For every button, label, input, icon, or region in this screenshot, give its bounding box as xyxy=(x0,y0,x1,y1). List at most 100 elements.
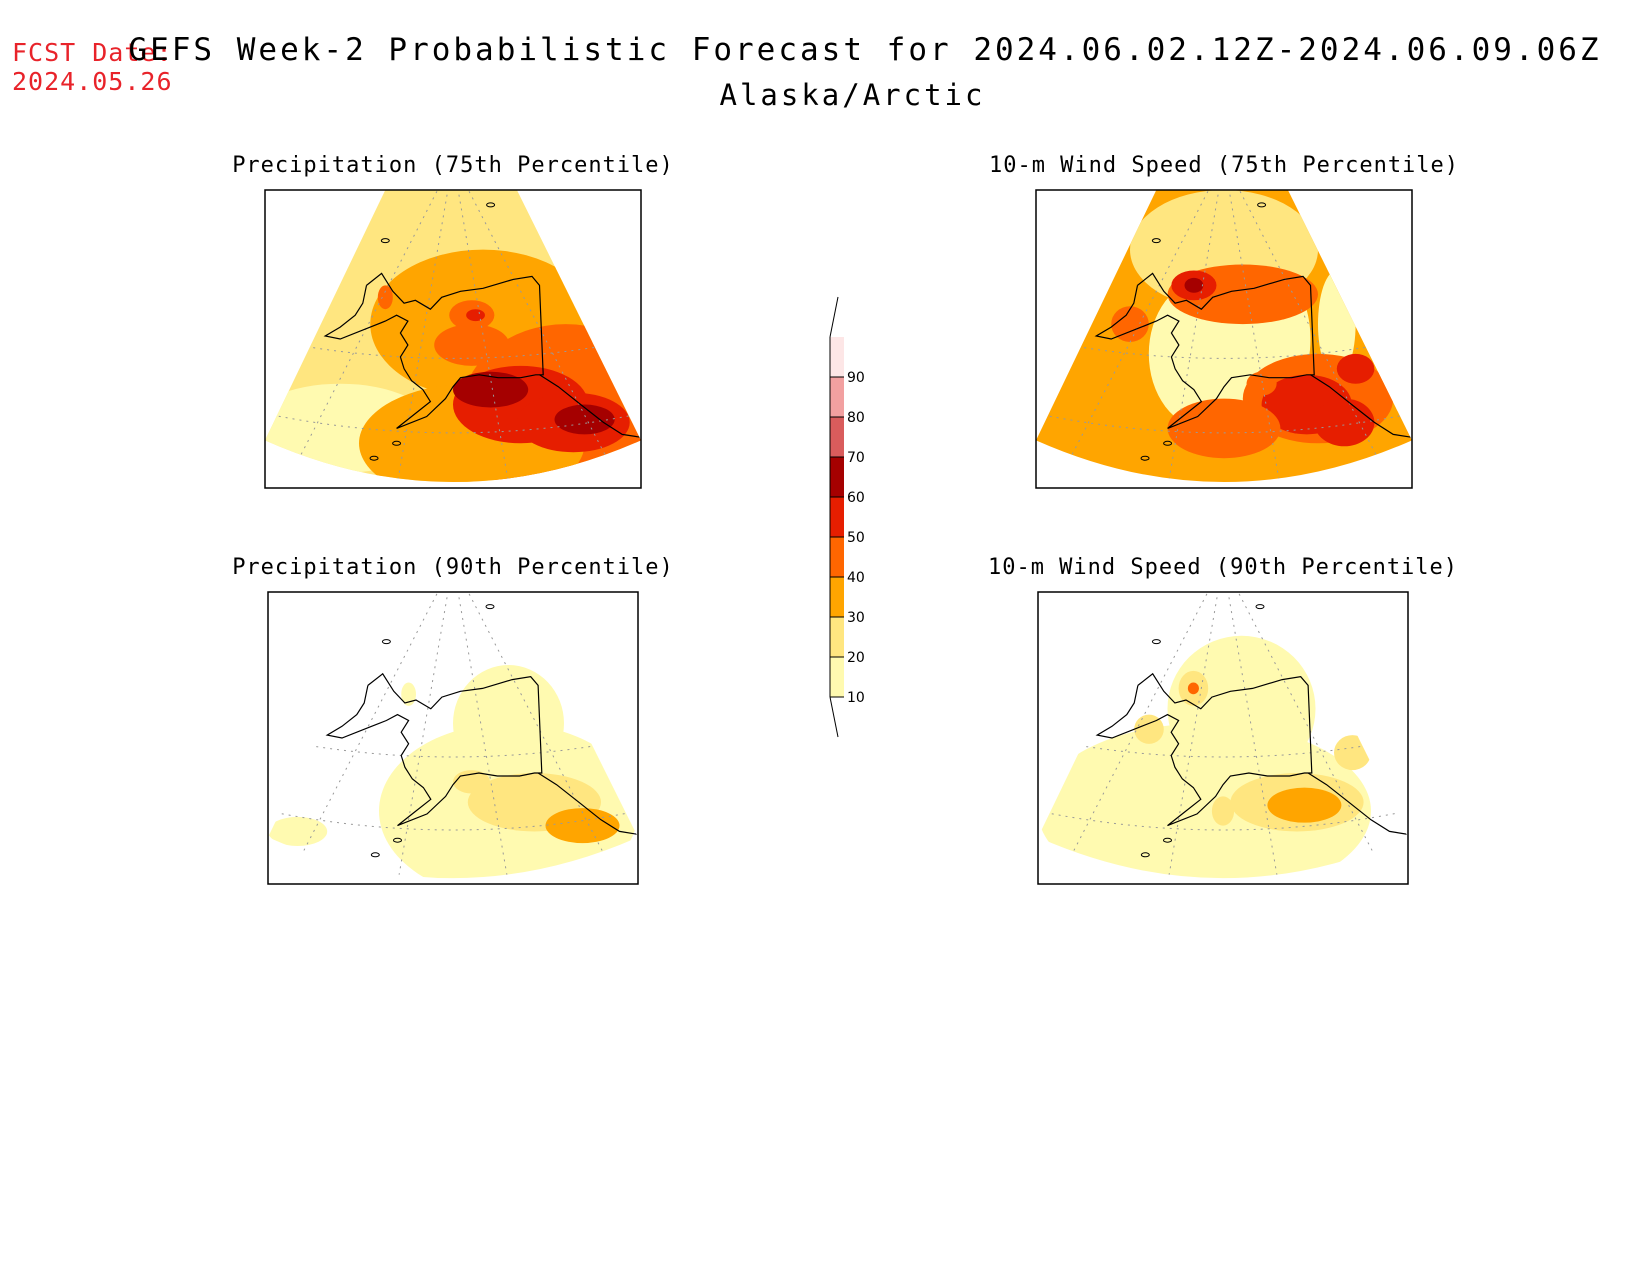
graticule-line xyxy=(268,810,638,831)
probability-field xyxy=(1038,592,1408,903)
probability-contour xyxy=(1111,306,1149,342)
probability-contour xyxy=(1314,398,1375,447)
colorbar-segment xyxy=(830,417,844,457)
island-outline xyxy=(393,837,402,843)
probability-contour xyxy=(1184,277,1204,293)
panel-title: 10-m Wind Speed (75th Percentile) xyxy=(989,153,1459,178)
colorbar-segment xyxy=(830,617,844,657)
colorbar-tick-label: 90 xyxy=(847,370,865,386)
coastline xyxy=(537,772,638,835)
coastline xyxy=(1310,374,1412,438)
island-outline xyxy=(1163,837,1172,843)
graticule-line xyxy=(452,592,620,879)
panel-frame xyxy=(1037,591,1409,885)
forecast-date-caption: FCST Date: xyxy=(12,38,173,67)
colorbar-segment xyxy=(830,577,844,617)
colorbar-tick-label: 70 xyxy=(847,450,865,466)
graticule-line xyxy=(1222,592,1279,879)
probability-field xyxy=(268,592,638,903)
probability-contour xyxy=(377,285,393,310)
island-outline xyxy=(369,455,379,461)
graticule-line xyxy=(1036,488,1412,507)
graticule-line xyxy=(1038,737,1408,758)
island-outline xyxy=(392,440,402,446)
probability-contour xyxy=(1167,398,1281,459)
coastline xyxy=(1094,272,1315,429)
probability-contour xyxy=(1334,735,1371,771)
island-outline xyxy=(486,202,496,208)
island-outline xyxy=(380,238,390,244)
panel-title: Precipitation (75th Percentile) xyxy=(232,153,674,178)
colorbar-tick-label: 80 xyxy=(847,410,865,426)
graticule-line xyxy=(286,592,454,879)
colorbar-segment xyxy=(830,657,844,697)
panel-frame xyxy=(267,591,639,885)
graticule-line xyxy=(1222,592,1390,879)
graticule-line xyxy=(397,592,454,879)
graticule-line xyxy=(1038,810,1408,831)
colorbar-tick-label: 40 xyxy=(847,570,865,586)
map-panel-precipitation-75: Precipitation (75th Percentile) xyxy=(232,153,674,507)
graticule-line xyxy=(1036,338,1412,359)
graticule-line xyxy=(1038,884,1408,903)
map-panel-wind-90: 10-m Wind Speed (90th Percentile) xyxy=(988,555,1458,903)
probability-contour xyxy=(466,309,485,322)
colorbar-segment xyxy=(830,497,844,537)
probability-contour xyxy=(1267,787,1342,823)
coastline xyxy=(1095,672,1313,827)
graticule-line xyxy=(268,884,638,903)
graticule-line xyxy=(1056,592,1224,879)
colorbar-tick-label: 10 xyxy=(847,690,865,706)
island-outline xyxy=(1255,604,1265,610)
panel-frame xyxy=(1035,189,1413,489)
forecast-date-value: 2024.05.26 xyxy=(12,67,173,96)
island-outline xyxy=(370,852,380,858)
probability-contour xyxy=(1211,796,1235,826)
graticule-line xyxy=(265,488,641,507)
probability-contour xyxy=(1336,353,1375,384)
probability-contour xyxy=(545,808,620,844)
probability-contour xyxy=(453,371,529,408)
island-outline xyxy=(485,604,495,610)
island-outline xyxy=(1140,455,1150,461)
panel-title: Precipitation (90th Percentile) xyxy=(232,555,674,580)
probability-field xyxy=(265,190,641,507)
graticule-line xyxy=(1036,413,1412,434)
coastline xyxy=(323,272,544,429)
island-outline xyxy=(1163,440,1173,446)
graticule-line xyxy=(268,737,638,758)
colorbar-tick-label: 30 xyxy=(847,610,865,626)
panel-title: 10-m Wind Speed (90th Percentile) xyxy=(988,555,1458,580)
probability-contour xyxy=(554,404,615,435)
probability-contour xyxy=(453,665,564,782)
colorbar-tick-label: 60 xyxy=(847,490,865,506)
panel-frame xyxy=(264,189,642,489)
colorbar-segment xyxy=(830,457,844,497)
island-outline xyxy=(1151,639,1161,645)
probability-contour xyxy=(401,682,416,706)
page-title: GEFS Week-2 Probabilistic Forecast for 2… xyxy=(128,32,1602,68)
probability-contour xyxy=(1167,635,1316,782)
coastline xyxy=(539,374,641,438)
island-outline xyxy=(1140,852,1150,858)
forecast-date-label: FCST Date: 2024.05.26 xyxy=(12,38,173,96)
colorbar-tick-label: 20 xyxy=(847,650,865,666)
graticule-line xyxy=(452,592,509,879)
colorbar-segment xyxy=(830,377,844,417)
map-panel-precipitation-90: Precipitation (90th Percentile) xyxy=(232,555,674,903)
colorbar-segment xyxy=(830,537,844,577)
graticule-line xyxy=(265,413,641,434)
island-outline xyxy=(1257,202,1267,208)
probability-contour xyxy=(268,816,328,847)
island-outline xyxy=(381,639,391,645)
graticule-line xyxy=(1167,592,1224,879)
island-outline xyxy=(1151,238,1161,244)
probability-contour xyxy=(1038,723,1371,879)
probability-contour xyxy=(1134,714,1164,744)
colorbar-segment xyxy=(830,337,844,377)
coastline xyxy=(1307,772,1408,835)
graticule-line xyxy=(265,338,641,359)
probability-field xyxy=(1036,190,1412,507)
region-subtitle: Alaska/Arctic xyxy=(719,78,986,112)
